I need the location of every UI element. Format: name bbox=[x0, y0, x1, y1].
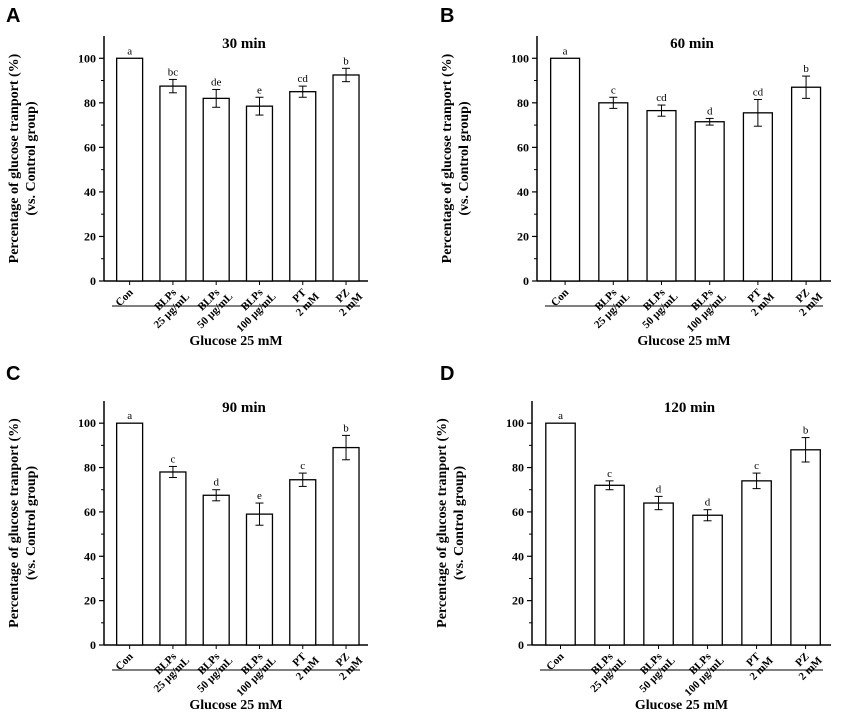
x-axis-group-label: Glucose 25 mM bbox=[635, 698, 728, 713]
significance-letter: a bbox=[127, 45, 132, 57]
bar bbox=[116, 422, 144, 646]
y-tick-label: 20 bbox=[517, 229, 529, 243]
bar bbox=[790, 449, 821, 646]
significance-letter: c bbox=[607, 468, 612, 480]
bar bbox=[332, 446, 360, 646]
y-tick-label: 100 bbox=[78, 51, 96, 65]
bar bbox=[159, 471, 187, 646]
significance-letter: a bbox=[563, 45, 568, 57]
significance-letter: b bbox=[343, 422, 349, 434]
significance-letter: b bbox=[803, 425, 809, 437]
bar bbox=[289, 91, 317, 282]
bar bbox=[545, 422, 576, 646]
bar bbox=[790, 86, 822, 282]
y-tick-label: 0 bbox=[523, 274, 529, 288]
panel-title: 90 min bbox=[222, 400, 266, 416]
y-tick-label: 0 bbox=[90, 274, 96, 288]
bar bbox=[202, 97, 230, 282]
bar bbox=[245, 105, 274, 282]
bar bbox=[549, 57, 581, 282]
y-tick-label: 40 bbox=[512, 549, 524, 563]
y-axis-title-line2: (vs. Control group) bbox=[457, 101, 472, 216]
y-axis-title-line1: Percentage of glucose tranport (%) bbox=[440, 53, 455, 263]
significance-letter: a bbox=[558, 410, 563, 422]
significance-letter: d bbox=[213, 477, 219, 489]
chart-panel-c: C 0 20 40 60 80 100 Percentage of glucose tranp… bbox=[6, 363, 368, 713]
significance-letter: cd bbox=[656, 92, 667, 104]
panel-letter: C bbox=[6, 363, 20, 385]
bar bbox=[742, 112, 773, 282]
bar bbox=[594, 484, 625, 646]
panel-title: 30 min bbox=[222, 36, 266, 52]
significance-letter: e bbox=[257, 84, 262, 96]
y-tick-label: 100 bbox=[506, 416, 524, 430]
bar bbox=[643, 502, 674, 646]
y-tick-label: 0 bbox=[90, 638, 96, 652]
significance-letter: d bbox=[705, 497, 711, 509]
y-tick-label: 80 bbox=[84, 461, 96, 475]
bar bbox=[289, 479, 317, 646]
significance-letter: de bbox=[211, 76, 222, 88]
y-tick-label: 20 bbox=[84, 594, 96, 608]
panel-letter: A bbox=[6, 5, 20, 27]
y-tick-label: 100 bbox=[511, 51, 529, 65]
y-axis-title-line1: Percentage of glucose tranport (%) bbox=[435, 418, 450, 628]
y-tick-label: 80 bbox=[84, 96, 96, 110]
significance-letter: d bbox=[707, 105, 713, 117]
significance-letter: d bbox=[656, 483, 662, 495]
significance-letter: cd bbox=[753, 86, 764, 98]
y-tick-label: 60 bbox=[84, 505, 96, 519]
bar bbox=[332, 74, 360, 282]
x-axis-group-label: Glucose 25 mM bbox=[637, 334, 730, 349]
bar bbox=[741, 480, 772, 646]
bar bbox=[159, 85, 187, 282]
y-tick-label: 20 bbox=[84, 229, 96, 243]
bar bbox=[694, 121, 725, 282]
y-axis-title-line1: Percentage of glucose tranport (%) bbox=[7, 53, 22, 263]
significance-letter: c bbox=[170, 453, 175, 465]
y-tick-label: 100 bbox=[78, 416, 96, 430]
panel-title: 120 min bbox=[664, 400, 716, 416]
bar bbox=[202, 494, 230, 646]
bar bbox=[692, 514, 723, 646]
significance-letter: e bbox=[257, 490, 262, 502]
y-axis-title-line1: Percentage of glucose tranport (%) bbox=[7, 418, 22, 628]
significance-letter: a bbox=[127, 410, 132, 422]
chart-panel-a: A 0 20 40 60 80 100 Percentage of glucose tranp… bbox=[6, 5, 368, 349]
y-tick-label: 40 bbox=[84, 185, 96, 199]
bar bbox=[245, 513, 274, 646]
bar bbox=[646, 109, 677, 282]
panel-letter: B bbox=[440, 5, 454, 27]
y-tick-label: 40 bbox=[517, 185, 529, 199]
significance-letter: c bbox=[300, 460, 305, 472]
y-tick-label: 60 bbox=[84, 140, 96, 154]
significance-letter: bc bbox=[168, 66, 179, 78]
x-axis-group-label: Glucose 25 mM bbox=[189, 334, 282, 349]
y-tick-label: 40 bbox=[84, 549, 96, 563]
y-tick-label: 80 bbox=[517, 96, 529, 110]
chart-panel-d: D 0 20 40 60 80 100 Percentage of glucose tranp… bbox=[435, 363, 831, 713]
significance-letter: b bbox=[343, 55, 349, 67]
significance-letter: cd bbox=[298, 73, 309, 85]
x-axis-group-label: Glucose 25 mM bbox=[189, 698, 282, 713]
y-axis-title-line2: (vs. Control group) bbox=[24, 101, 39, 216]
significance-letter: c bbox=[611, 84, 616, 96]
y-axis-title-line2: (vs. Control group) bbox=[24, 466, 39, 581]
significance-letter: b bbox=[803, 63, 809, 75]
significance-letter: c bbox=[754, 460, 759, 472]
y-axis-title-line2: (vs. Control group) bbox=[452, 466, 467, 581]
y-tick-label: 20 bbox=[512, 594, 524, 608]
y-tick-label: 0 bbox=[518, 638, 524, 652]
bar bbox=[116, 57, 144, 282]
panel-letter: D bbox=[440, 363, 454, 385]
y-tick-label: 60 bbox=[512, 505, 524, 519]
y-tick-label: 60 bbox=[517, 140, 529, 154]
bar bbox=[598, 102, 629, 282]
panel-title: 60 min bbox=[670, 36, 714, 52]
y-tick-label: 80 bbox=[512, 461, 524, 475]
chart-panel-b: B 0 20 40 60 80 100 Percentage of glucose tranp… bbox=[440, 5, 831, 349]
